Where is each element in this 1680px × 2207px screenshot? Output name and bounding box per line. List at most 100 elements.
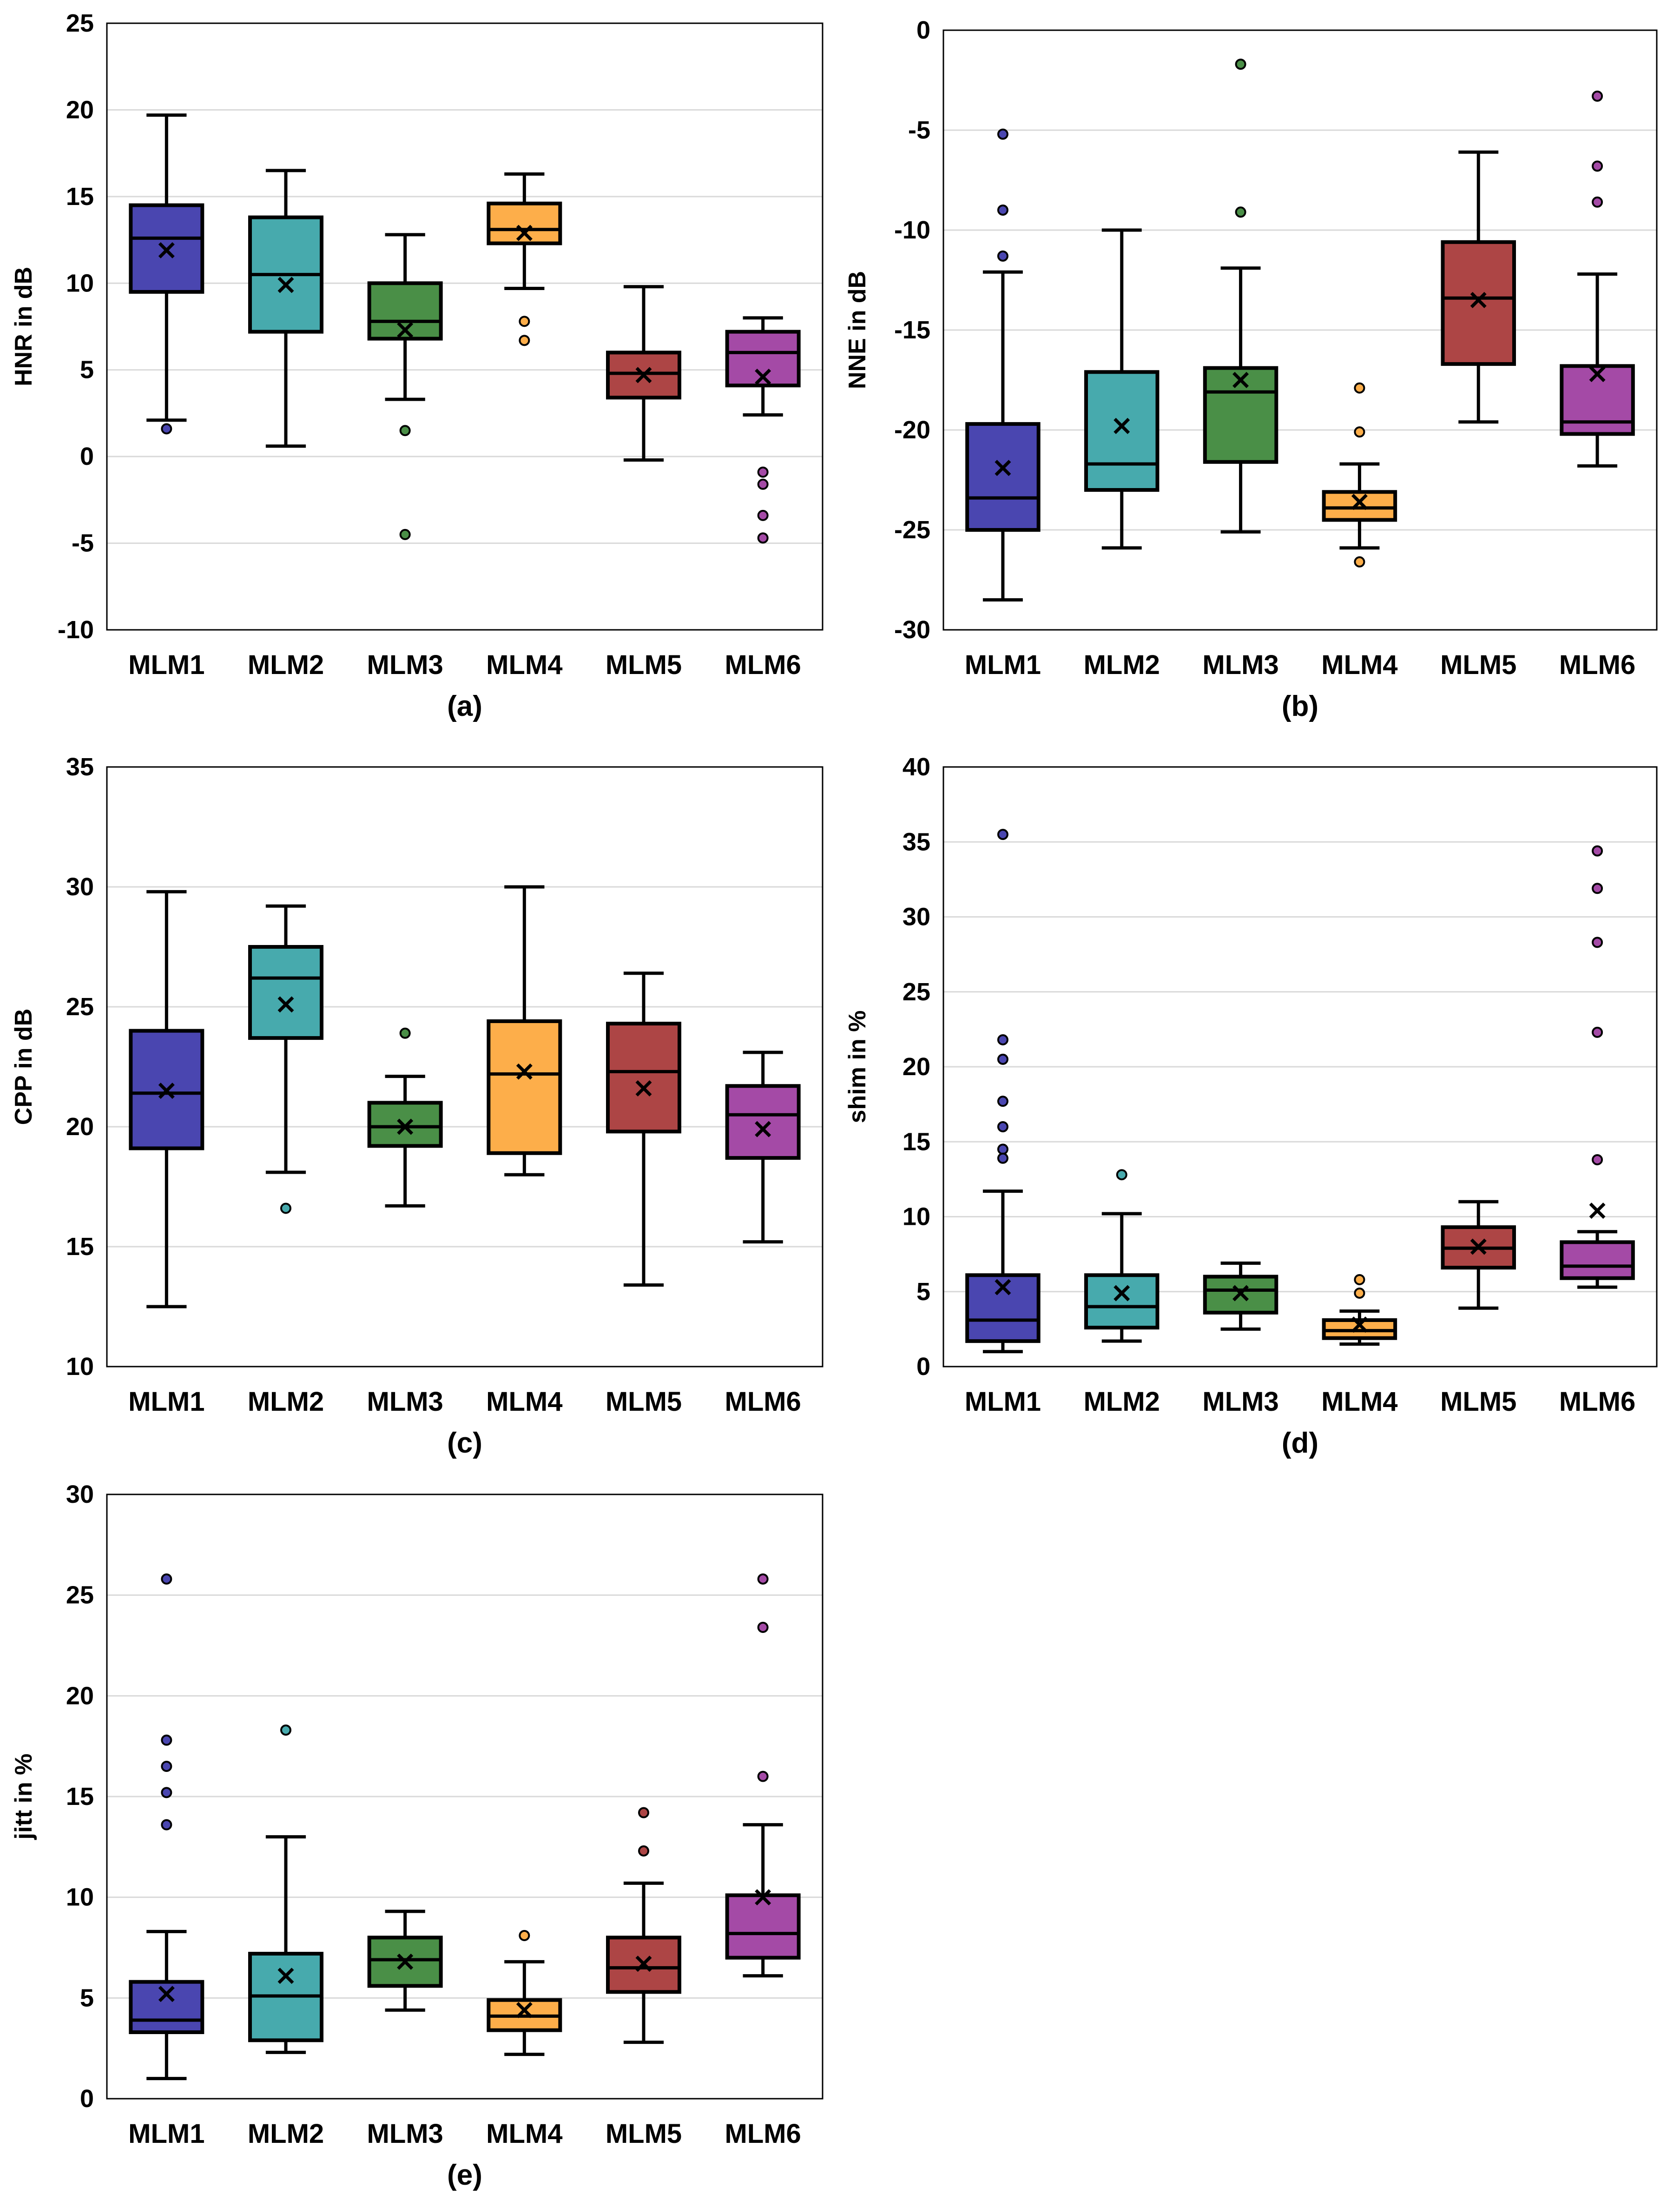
x-category-label: MLM1 xyxy=(965,1387,1041,1417)
y-tick-label: 35 xyxy=(903,828,930,856)
box-mlm2 xyxy=(248,1725,323,2054)
y-tick-label: 15 xyxy=(66,1783,94,1811)
outlier-point xyxy=(757,1573,769,1585)
mean-marker xyxy=(516,1063,533,1080)
box-mlm4 xyxy=(487,885,562,1176)
plot-area-frame xyxy=(106,766,824,1368)
outlier-point xyxy=(997,205,1008,216)
outlier-point xyxy=(399,425,411,436)
y-tick-label: 10 xyxy=(66,1353,94,1381)
outlier-point xyxy=(280,1203,291,1214)
x-category-label: MLM2 xyxy=(248,650,324,680)
x-category-label: MLM2 xyxy=(1084,1387,1160,1417)
y-tick-label: 0 xyxy=(80,2085,94,2113)
y-tick-label: 20 xyxy=(66,1682,94,1710)
box-mlm6 xyxy=(725,316,801,544)
outlier-point xyxy=(161,1734,172,1746)
x-category-label: MLM3 xyxy=(367,650,443,680)
outlier-point xyxy=(757,1622,769,1633)
x-category-label: MLM1 xyxy=(128,650,204,680)
x-category-label: MLM4 xyxy=(1321,650,1397,680)
mean-marker xyxy=(1113,1285,1130,1302)
outlier-point xyxy=(997,1121,1008,1132)
outlier-point xyxy=(1592,1026,1603,1038)
x-category-label: MLM1 xyxy=(128,2119,204,2149)
x-category-label: MLM3 xyxy=(1202,650,1278,680)
plot-area-frame xyxy=(942,766,1658,1368)
outlier-point xyxy=(1592,90,1603,102)
y-tick-label: 40 xyxy=(903,753,930,781)
y-tick-label: 5 xyxy=(80,356,94,384)
box-mlm1 xyxy=(965,128,1041,601)
outlier-point xyxy=(757,509,769,521)
y-tick-label: 0 xyxy=(916,16,930,44)
interquartile-box xyxy=(725,1893,801,1960)
outlier-point xyxy=(757,532,769,544)
box-mlm5 xyxy=(606,285,681,462)
outlier-point xyxy=(161,1761,172,1772)
y-axis-label: shim in % xyxy=(844,1011,871,1123)
x-category-label: MLM2 xyxy=(248,2119,324,2149)
mean-marker xyxy=(755,369,771,385)
outlier-point xyxy=(997,1034,1008,1045)
plot-area-frame xyxy=(106,22,824,631)
y-tick-label: 20 xyxy=(903,1053,930,1081)
mean-marker xyxy=(1232,372,1249,388)
mean-marker xyxy=(1589,366,1606,383)
interquartile-box xyxy=(1560,1240,1635,1280)
box-mlm6 xyxy=(1560,90,1635,468)
y-tick-label: 0 xyxy=(80,443,94,470)
chart-panel-d: 0 5 10 15 20 25 30 35 40 shim in % MLM1 MLM2 MLM3 MLM… xyxy=(844,753,1658,1459)
mean-marker xyxy=(277,1968,294,1984)
outlier-point xyxy=(1354,1287,1365,1299)
interquartile-box xyxy=(1322,490,1397,522)
x-category-label: MLM1 xyxy=(965,650,1041,680)
x-category-label: MLM5 xyxy=(1440,1387,1516,1417)
y-axis-label: jitt in % xyxy=(10,1754,37,1840)
y-tick-label: 15 xyxy=(903,1128,930,1156)
y-tick-label: 25 xyxy=(903,978,930,1006)
panel-label: (d) xyxy=(1282,1427,1318,1459)
mean-marker xyxy=(755,1889,771,1906)
mean-marker xyxy=(1470,292,1487,308)
y-axis-label: NNE in dB xyxy=(844,271,871,389)
interquartile-box xyxy=(606,1022,681,1134)
panel-label: (c) xyxy=(447,1427,482,1459)
chart-panel-e: 0 5 10 15 20 25 30 jitt in % MLM1 MLM2 MLM3 MLM4 MLM… xyxy=(10,1480,824,2191)
box-mlm1 xyxy=(129,113,204,435)
x-category-label: MLM4 xyxy=(486,650,562,680)
box-mlm5 xyxy=(1441,150,1516,424)
outlier-point xyxy=(638,1807,649,1818)
x-category-label: MLM3 xyxy=(367,1387,443,1417)
box-mlm3 xyxy=(367,233,443,540)
chart-panel-a: -10 -5 0 5 10 15 20 25 HNR in dB MLM1 MLM2 MLM3 MLM4… xyxy=(10,9,824,722)
outlier-point xyxy=(757,478,769,490)
box-mlm3 xyxy=(1203,59,1278,534)
mean-marker xyxy=(158,242,175,258)
y-tick-label: -10 xyxy=(894,216,930,244)
chart-panel-c: 10 15 20 25 30 35 CPP in dB MLM1 MLM2 MLM3 MLM4 MLM… xyxy=(10,753,824,1459)
box-mlm1 xyxy=(129,890,204,1308)
x-category-label: MLM3 xyxy=(367,2119,443,2149)
outlier-point xyxy=(1354,556,1365,568)
box-mlm6 xyxy=(1560,845,1635,1289)
mean-marker xyxy=(1232,1285,1249,1302)
plot-area-frame xyxy=(106,1493,824,2100)
y-tick-label: -20 xyxy=(894,416,930,444)
x-category-label: MLM6 xyxy=(725,650,801,680)
outlier-point xyxy=(1592,196,1603,208)
interquartile-box xyxy=(1441,240,1516,366)
interquartile-box xyxy=(1203,366,1278,464)
interquartile-box xyxy=(725,1084,801,1160)
box-mlm5 xyxy=(606,1807,681,2044)
y-tick-label: -5 xyxy=(72,529,94,557)
outlier-point xyxy=(997,250,1008,262)
mean-marker xyxy=(1113,417,1130,434)
x-category-label: MLM2 xyxy=(1084,650,1160,680)
outlier-point xyxy=(1592,160,1603,172)
outlier-point xyxy=(638,1845,649,1857)
y-tick-label: -30 xyxy=(894,616,930,644)
y-tick-label: -25 xyxy=(894,516,930,544)
interquartile-box xyxy=(487,1019,562,1155)
